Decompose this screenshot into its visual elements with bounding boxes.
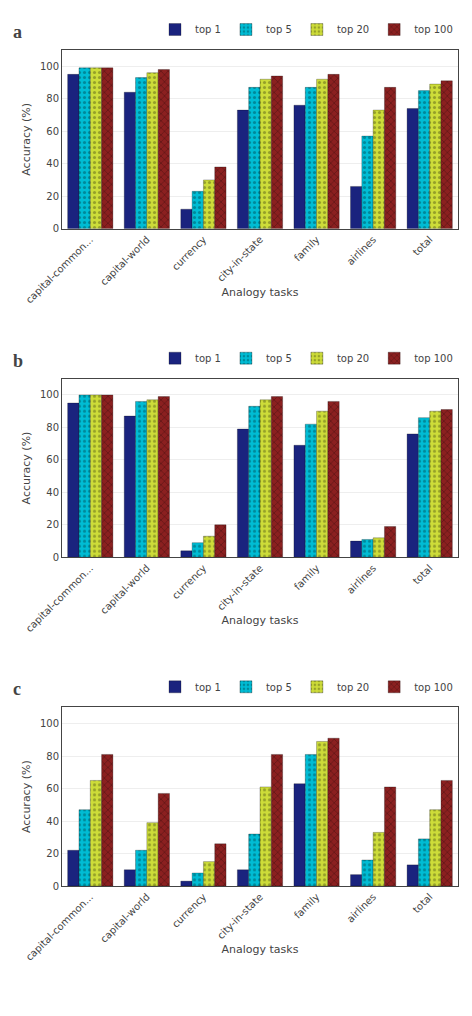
svg-text:currency: currency	[170, 234, 209, 273]
svg-text:Accuracy (%): Accuracy (%)	[20, 432, 33, 505]
svg-text:c: c	[13, 679, 21, 699]
svg-text:top 5: top 5	[266, 682, 292, 693]
svg-text:top 5: top 5	[266, 353, 292, 364]
svg-text:city-in-state: city-in-state	[215, 891, 265, 941]
svg-text:airlines: airlines	[345, 563, 378, 596]
svg-text:family: family	[292, 891, 322, 921]
svg-text:b: b	[13, 351, 23, 371]
svg-text:airlines: airlines	[345, 891, 378, 924]
svg-text:Accuracy (%): Accuracy (%)	[20, 760, 33, 833]
svg-text:40: 40	[46, 487, 59, 498]
svg-text:top 100: top 100	[414, 682, 453, 693]
svg-text:top 1: top 1	[195, 682, 221, 693]
svg-text:capital-world: capital-world	[98, 563, 152, 617]
svg-text:top 100: top 100	[414, 353, 453, 364]
svg-text:20: 20	[46, 191, 59, 202]
svg-text:total: total	[411, 891, 435, 915]
svg-text:40: 40	[46, 158, 59, 169]
svg-text:total: total	[411, 563, 435, 587]
svg-text:top 1: top 1	[195, 353, 221, 364]
svg-text:top 20: top 20	[337, 24, 369, 35]
svg-text:currency: currency	[170, 562, 209, 601]
svg-text:capital-common...: capital-common...	[24, 234, 96, 306]
svg-text:currency: currency	[170, 891, 209, 930]
svg-text:top 100: top 100	[414, 24, 453, 35]
svg-text:0: 0	[53, 223, 59, 234]
svg-text:40: 40	[46, 816, 59, 827]
svg-text:capital-common...: capital-common...	[24, 891, 96, 963]
svg-text:city-in-state: city-in-state	[215, 234, 265, 284]
svg-text:Analogy tasks: Analogy tasks	[222, 286, 299, 299]
svg-text:Accuracy (%): Accuracy (%)	[20, 103, 33, 176]
svg-text:60: 60	[46, 126, 59, 137]
svg-text:60: 60	[46, 454, 59, 465]
svg-text:top 20: top 20	[337, 682, 369, 693]
svg-text:0: 0	[53, 881, 59, 892]
svg-text:family: family	[292, 234, 322, 264]
svg-text:20: 20	[46, 848, 59, 859]
svg-text:20: 20	[46, 519, 59, 530]
svg-text:top 1: top 1	[195, 24, 221, 35]
svg-text:80: 80	[46, 422, 59, 433]
svg-text:60: 60	[46, 783, 59, 794]
svg-text:Analogy tasks: Analogy tasks	[222, 943, 299, 956]
svg-text:0: 0	[53, 552, 59, 563]
svg-text:top 20: top 20	[337, 353, 369, 364]
svg-text:city-in-state: city-in-state	[215, 563, 265, 613]
svg-text:capital-world: capital-world	[98, 891, 152, 945]
svg-text:capital-common...: capital-common...	[24, 563, 96, 635]
svg-text:capital-world: capital-world	[98, 234, 152, 288]
svg-text:100: 100	[40, 718, 59, 729]
svg-text:family: family	[292, 562, 322, 592]
svg-text:80: 80	[46, 93, 59, 104]
svg-text:100: 100	[40, 389, 59, 400]
svg-text:airlines: airlines	[345, 234, 378, 267]
svg-text:a: a	[13, 22, 22, 42]
svg-text:Analogy tasks: Analogy tasks	[222, 614, 299, 627]
svg-text:top 5: top 5	[266, 24, 292, 35]
svg-text:100: 100	[40, 61, 59, 72]
svg-text:total: total	[411, 234, 435, 258]
svg-text:80: 80	[46, 751, 59, 762]
